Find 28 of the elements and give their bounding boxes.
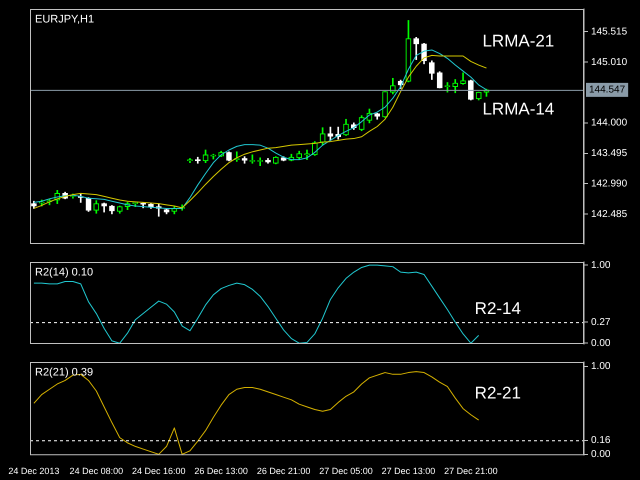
ref-line-label: 144.547 xyxy=(589,84,626,96)
y-tick-label: 145.010 xyxy=(591,56,628,68)
y-tick-label: 0.27 xyxy=(591,316,611,328)
y-tick-label: 145.515 xyxy=(591,26,628,38)
series-label: LRMA-21 xyxy=(482,32,554,51)
series-label: R2-21 xyxy=(474,384,521,403)
x-tick-label: 26 Dec 13:00 xyxy=(194,466,248,476)
chart-title: EURJPY,H1 xyxy=(35,14,94,26)
y-tick-label: 0.00 xyxy=(591,338,611,349)
chart-title: R2(14) 0.10 xyxy=(35,266,94,279)
x-tick-label: 26 Dec 21:00 xyxy=(256,466,310,476)
x-tick-label: 27 Dec 05:00 xyxy=(319,466,373,476)
y-tick-label: 144.000 xyxy=(591,118,628,129)
y-tick-label: 143.495 xyxy=(591,148,628,160)
series-label: LRMA-14 xyxy=(482,99,554,118)
x-tick-label: 27 Dec 21:00 xyxy=(444,466,498,476)
y-tick-label: 0.16 xyxy=(591,435,611,446)
series-label: R2-14 xyxy=(474,299,521,318)
x-tick-label: 27 Dec 13:00 xyxy=(382,466,436,476)
x-tick-label: 24 Dec 08:00 xyxy=(70,466,124,476)
chart-title: R2(21) 0.39 xyxy=(35,366,94,379)
x-tick-label: 24 Dec 16:00 xyxy=(132,466,186,476)
y-tick-label: 142.485 xyxy=(591,208,628,220)
y-tick-label: 1.00 xyxy=(591,361,611,372)
y-tick-label: 0.00 xyxy=(591,449,611,460)
x-tick-label: 24 Dec 2013 xyxy=(8,466,60,476)
y-tick-label: 1.00 xyxy=(591,260,611,271)
y-tick-label: 142.990 xyxy=(591,178,628,190)
